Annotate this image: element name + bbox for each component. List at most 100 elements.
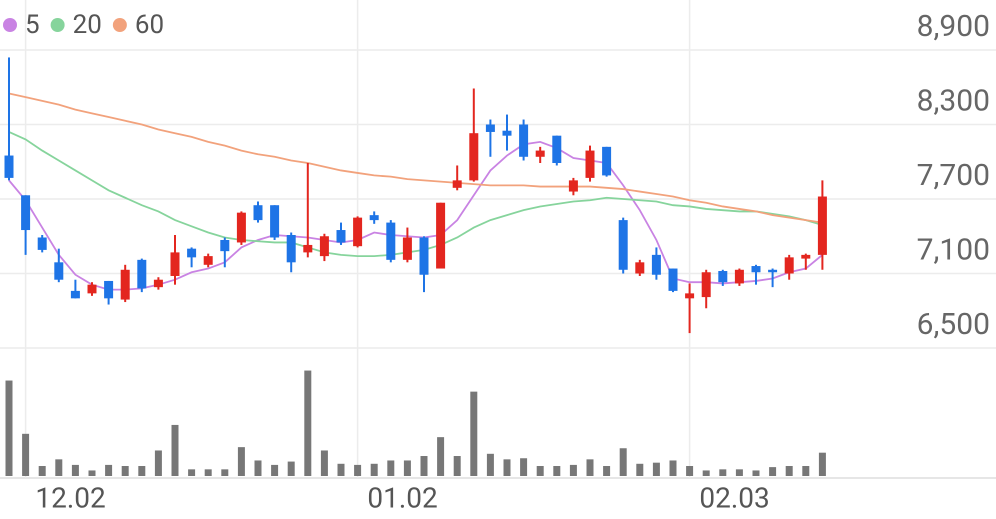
- volume-bar: [420, 456, 428, 476]
- volume-bar: [569, 464, 577, 476]
- moving-average-line: [8, 131, 823, 258]
- candle-body: [519, 124, 529, 157]
- volume-bar: [769, 467, 777, 476]
- legend-label: 60: [135, 10, 164, 40]
- candle-body: [685, 293, 695, 299]
- candle-body: [618, 220, 628, 270]
- volume-bar: [669, 460, 677, 476]
- candle-body: [220, 239, 230, 252]
- volume-bar: [486, 453, 494, 476]
- volume-bar: [752, 470, 760, 476]
- x-tick-label: 02.03: [699, 481, 769, 514]
- candle-body: [336, 230, 346, 243]
- y-tick-label: 8,900: [917, 9, 990, 44]
- volume-bar: [5, 380, 13, 476]
- candle-body: [170, 252, 180, 276]
- volume-bar: [536, 466, 544, 476]
- volume-bar: [702, 470, 710, 476]
- y-tick-label: 7,100: [917, 232, 990, 267]
- moving-average-line: [8, 92, 823, 224]
- candle-body: [436, 202, 446, 269]
- volume-bar: [237, 447, 245, 476]
- candle-body: [718, 271, 728, 283]
- candle-body: [303, 244, 313, 253]
- moving-average-line: [8, 140, 823, 291]
- candle-body: [651, 254, 661, 275]
- volume-bar: [337, 463, 345, 476]
- candle-body: [120, 269, 130, 300]
- volume-bar: [304, 370, 312, 476]
- candle-body: [602, 146, 612, 176]
- volume-bar: [121, 466, 129, 476]
- volume-bar: [320, 450, 328, 476]
- volume-bar: [105, 464, 113, 476]
- volume-bar: [287, 461, 295, 476]
- volume-bar: [88, 470, 96, 476]
- volume-bar: [403, 460, 411, 476]
- volume-bar: [370, 463, 378, 476]
- candle-body: [4, 155, 14, 178]
- legend-marker: [112, 18, 127, 32]
- volume-bar: [254, 460, 262, 476]
- candle-body: [402, 237, 412, 260]
- legend-label: 20: [73, 10, 102, 40]
- volume-bar: [453, 456, 461, 476]
- volume-bar: [603, 466, 611, 476]
- y-tick-label: 6,500: [917, 307, 990, 342]
- volume-bar: [271, 464, 279, 476]
- candle-body: [668, 268, 678, 291]
- y-tick-label: 7,700: [917, 158, 990, 193]
- volume-bar: [154, 450, 162, 476]
- candle-body: [485, 124, 495, 132]
- candle-body: [37, 237, 47, 250]
- candle-body: [21, 195, 31, 231]
- candle-body: [319, 236, 329, 257]
- legend-marker: [50, 18, 65, 32]
- volume-bar: [636, 463, 644, 476]
- y-tick-label: 8,300: [917, 83, 990, 118]
- volume-bar: [586, 459, 594, 476]
- volume-bar: [470, 391, 478, 476]
- volume-bar: [221, 469, 229, 476]
- candle-body: [203, 256, 213, 265]
- volume-bar: [686, 466, 694, 476]
- candle-body: [469, 133, 479, 181]
- volume-bar: [652, 462, 660, 476]
- volume-bar: [719, 469, 727, 476]
- candle-body: [734, 269, 744, 284]
- candle-body: [87, 284, 97, 294]
- candle-body: [270, 205, 280, 238]
- candle-body: [187, 248, 197, 258]
- x-tick-label: 01.02: [367, 481, 437, 514]
- volume-bar: [71, 464, 79, 476]
- volume-bar: [354, 464, 362, 476]
- candle-body: [54, 262, 64, 280]
- volume-bar: [22, 433, 30, 476]
- legend-label: 5: [25, 10, 40, 40]
- candle-body: [369, 215, 379, 221]
- candle-body: [286, 235, 296, 263]
- volume-bar: [387, 460, 395, 476]
- volume-bar: [735, 469, 743, 476]
- candle-body: [253, 205, 263, 221]
- candle-body: [137, 259, 147, 289]
- volume-bar: [138, 466, 146, 476]
- candle-body: [751, 266, 761, 273]
- candle-body: [70, 290, 80, 299]
- volume-bar: [38, 466, 46, 476]
- candle-body: [701, 272, 711, 298]
- volume-bar: [188, 469, 196, 476]
- volume-bar: [204, 469, 212, 476]
- candle-body: [452, 180, 462, 188]
- volume-bar: [619, 448, 627, 476]
- candle-body: [353, 217, 363, 247]
- candle-body: [104, 280, 114, 299]
- candle-body: [552, 135, 562, 163]
- volume-bar: [553, 466, 561, 476]
- x-tick-label: 12.02: [35, 481, 105, 514]
- volume-bar: [503, 459, 511, 476]
- candle-body: [386, 222, 396, 260]
- candle-body: [817, 196, 827, 255]
- candle-body: [236, 212, 246, 243]
